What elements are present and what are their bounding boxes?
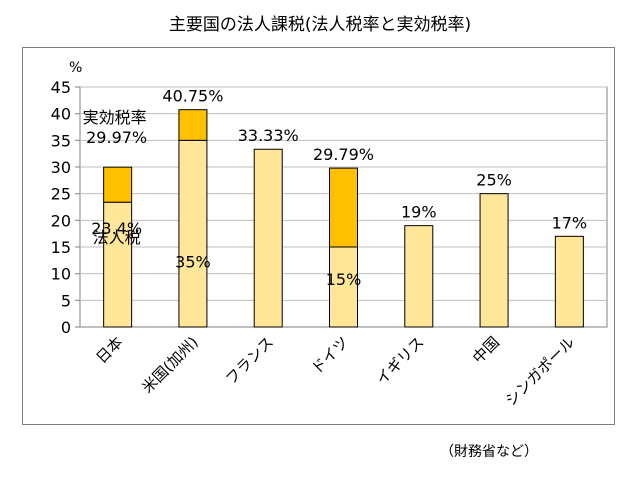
y-tick-label: 30 — [51, 158, 71, 177]
x-tick-label: フランス — [222, 333, 277, 388]
x-tick-label: シンガポール — [502, 333, 578, 409]
data-label-7: 17% — [552, 213, 588, 232]
y-axis-unit: % — [69, 60, 82, 76]
inner-label-2: 35% — [175, 252, 211, 271]
annotation-effective-rate: 実効税率 — [83, 108, 147, 127]
y-tick-label: 20 — [51, 211, 71, 230]
data-label-1: 29.97% — [86, 128, 147, 147]
bar-2-corporate — [178, 139, 208, 328]
x-tick-label: 中国 — [469, 333, 503, 367]
data-label-5: 19% — [401, 203, 437, 222]
bar-5-corporate — [404, 225, 434, 328]
bar-4-effective — [329, 167, 358, 248]
bar-3-corporate — [253, 148, 283, 328]
bar-7-corporate — [554, 235, 584, 328]
annotation-corporate-tax: 法人税 — [93, 228, 141, 247]
bar-6-corporate — [479, 193, 509, 328]
bar-1-effective — [103, 166, 133, 203]
data-label-3: 33.33% — [238, 126, 299, 145]
y-tick-label: 35 — [51, 131, 71, 150]
y-tick-label: 10 — [51, 265, 71, 284]
y-tick-label: 25 — [51, 185, 71, 204]
source-note: （財務省など） — [440, 444, 538, 460]
x-tick-label: イギリス — [372, 333, 427, 388]
y-tick-label: 15 — [51, 238, 71, 257]
data-label-4: 29.79% — [313, 145, 374, 164]
data-label-6: 25% — [476, 171, 512, 190]
y-tick-label: 5 — [61, 291, 71, 310]
y-tick-label: 0 — [61, 318, 71, 337]
data-label-2: 40.75% — [162, 87, 223, 106]
x-tick-label: ドイツ — [308, 333, 353, 378]
chart-title: 主要国の法人課税(法人税率と実効税率) — [168, 15, 472, 35]
chart-frame — [22, 47, 615, 425]
bar-4-corporate — [329, 246, 358, 328]
inner-label-1: 23.4% — [91, 219, 142, 238]
inner-label-4: 15% — [326, 270, 362, 289]
x-tick-label: 米国(加州) — [138, 333, 201, 396]
y-tick-label: 40 — [51, 105, 71, 124]
y-tick-label: 45 — [51, 78, 71, 97]
bar-2-effective — [178, 109, 208, 141]
x-tick-label: 日本 — [93, 333, 127, 367]
